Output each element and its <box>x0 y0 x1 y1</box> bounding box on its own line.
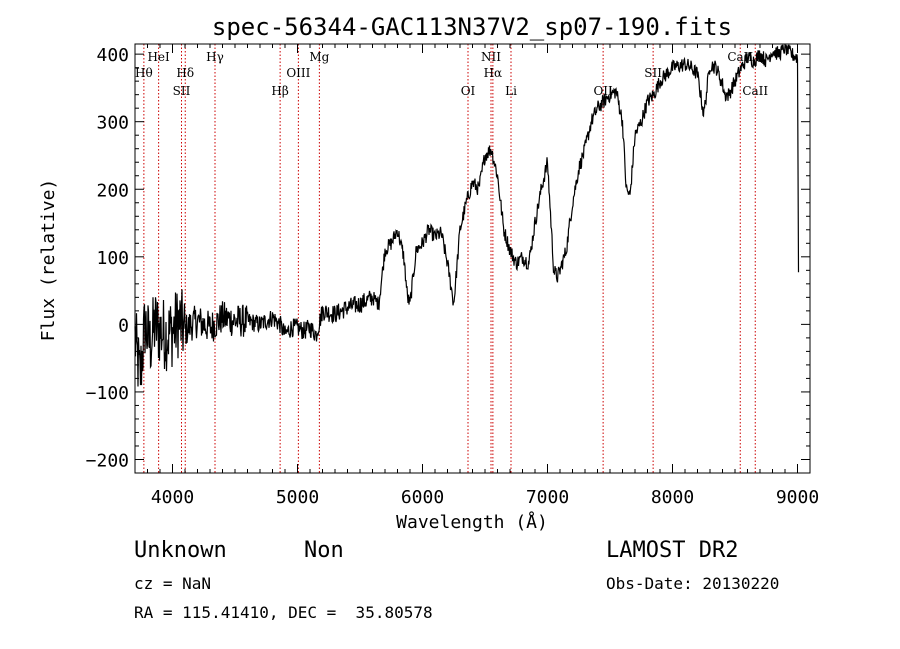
axis-ticks: 4000 5000 6000 7000 8000 9000 −200 −100 0 100 200 3… <box>86 44 819 508</box>
y-tick-label: 300 <box>96 113 129 134</box>
marker-label: Hγ <box>206 50 224 64</box>
y-axis-label: Flux (relative) <box>38 179 59 342</box>
object-subclass: Non <box>304 538 344 563</box>
y-tick-label: −200 <box>86 450 129 471</box>
x-tick-label: 6000 <box>401 487 444 508</box>
marker-label: OI <box>461 84 476 98</box>
marker-label: Mg <box>309 50 329 64</box>
marker-label: Hα <box>484 66 503 80</box>
coordinates: RA = 115.41410, DEC = 35.80578 <box>134 603 433 622</box>
x-tick-label: 4000 <box>151 487 194 508</box>
marker-label: Hδ <box>176 66 194 80</box>
x-axis-label: Wavelength (Å) <box>396 511 548 533</box>
plot-frame <box>134 43 811 474</box>
y-tick-label: −100 <box>86 383 129 404</box>
marker-label: Hθ <box>135 66 153 80</box>
marker-label: Hβ <box>271 84 288 98</box>
marker-label: OII <box>593 84 613 98</box>
marker-label: CaII <box>727 50 753 64</box>
survey-name: LAMOST DR2 <box>606 538 739 563</box>
marker-label: NII <box>481 50 501 64</box>
marker-label: Li <box>505 84 517 98</box>
x-tick-label: 8000 <box>651 487 694 508</box>
marker-label: CaII <box>742 84 768 98</box>
x-tick-label: 7000 <box>526 487 569 508</box>
x-tick-label: 9000 <box>776 487 819 508</box>
chart-title: spec-56344-GAC113N37V2_sp07-190.fits <box>212 13 732 41</box>
y-tick-label: 200 <box>96 180 129 201</box>
y-tick-label: 0 <box>118 315 129 336</box>
object-class: Unknown <box>134 538 227 563</box>
marker-label: SII <box>644 66 662 80</box>
spectrum-line <box>134 44 800 387</box>
y-tick-label: 100 <box>96 248 129 269</box>
marker-label: OIII <box>286 66 310 80</box>
marker-label: SII <box>173 84 191 98</box>
y-tick-label: 400 <box>96 45 129 66</box>
observation-date: Obs-Date: 20130220 <box>606 574 780 593</box>
redshift-value: cz = NaN <box>134 574 212 593</box>
x-tick-label: 5000 <box>276 487 319 508</box>
marker-label: HeI <box>147 50 170 64</box>
